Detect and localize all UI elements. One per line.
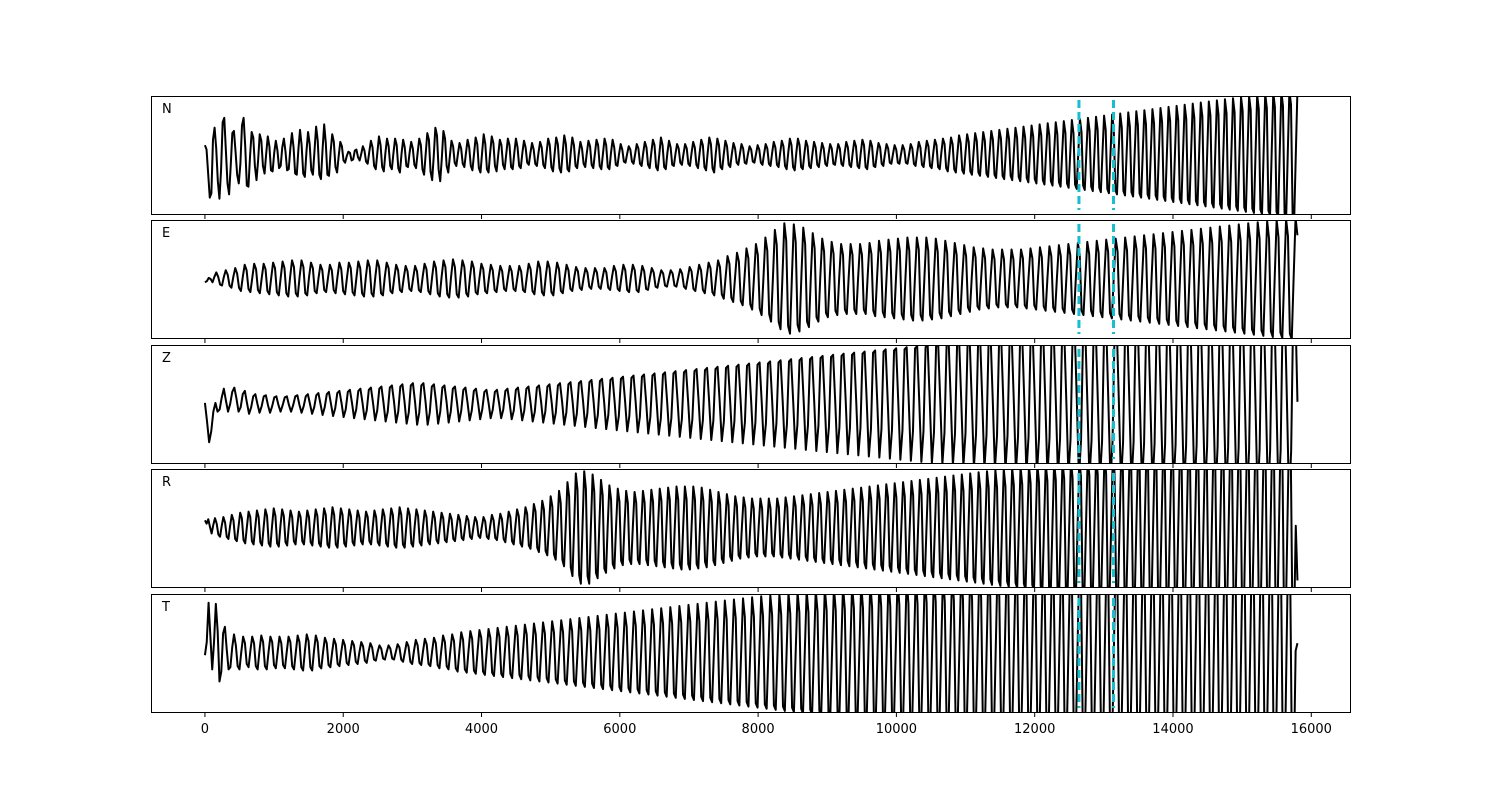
trace-panels: N E Z R T bbox=[151, 96, 1351, 717]
x-tick-label: 14000 bbox=[1152, 722, 1193, 737]
panel-e: E bbox=[151, 220, 1351, 343]
panel-frame bbox=[151, 469, 1351, 588]
trace-line-e bbox=[204, 220, 1299, 338]
channel-label: E bbox=[162, 226, 170, 241]
panel-n: N bbox=[151, 96, 1351, 219]
x-tick-label: 8000 bbox=[742, 722, 775, 737]
trace-line-r bbox=[204, 469, 1299, 587]
trace-line-t bbox=[203, 594, 1299, 712]
channel-label: R bbox=[162, 475, 171, 490]
x-tick-label: 12000 bbox=[1014, 722, 1055, 737]
channel-label: T bbox=[161, 600, 170, 615]
x-tick-label: 0 bbox=[201, 722, 209, 737]
channel-label: N bbox=[162, 102, 172, 117]
trace-line-z bbox=[203, 345, 1299, 463]
panel-t: T bbox=[151, 594, 1351, 717]
x-tick-label: 4000 bbox=[465, 722, 498, 737]
x-tick-label: 2000 bbox=[327, 722, 360, 737]
panel-r: R bbox=[151, 469, 1351, 592]
panel-z: Z bbox=[151, 345, 1351, 468]
x-tick-label: 10000 bbox=[876, 722, 917, 737]
trace-line-n bbox=[203, 96, 1299, 214]
panel-frame bbox=[151, 220, 1351, 339]
x-tick-label: 6000 bbox=[603, 722, 636, 737]
panel-frame bbox=[151, 345, 1351, 464]
channel-label: Z bbox=[162, 351, 171, 366]
x-axis: 0 2000 4000 6000 8000 10000 12000 14000 16000 bbox=[201, 722, 1332, 737]
panel-frame bbox=[151, 96, 1351, 215]
panel-frame bbox=[151, 594, 1351, 713]
x-tick-label: 16000 bbox=[1291, 722, 1332, 737]
